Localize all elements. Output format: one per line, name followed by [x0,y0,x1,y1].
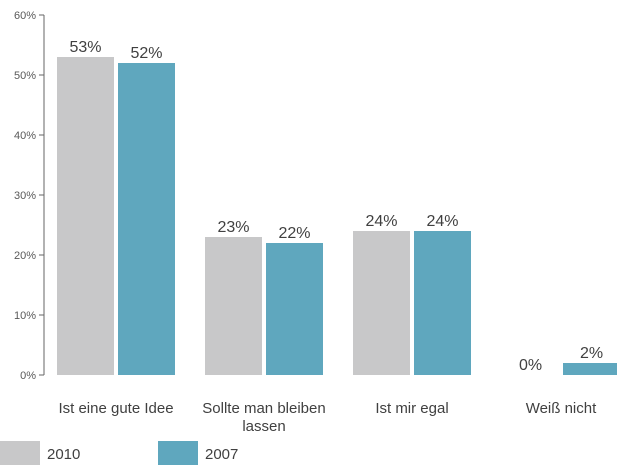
y-tick-label: 0% [20,370,36,382]
bar [563,363,617,375]
bar [118,63,175,375]
y-tick-label: 50% [14,70,36,82]
category-label: Weiß nicht [526,400,597,417]
value-labels: 53% 23% 24% 0% 52% 22% 24% 2% [69,39,603,374]
bar [353,231,410,375]
bar-value-label: 24% [365,213,397,230]
y-tick-label: 20% [14,250,36,262]
bar-value-label: 53% [69,39,101,56]
bar [57,57,114,375]
bar [205,237,262,375]
y-tick-label: 10% [14,310,36,322]
y-tick-label: 60% [14,10,36,22]
bar-value-label: 22% [278,225,310,242]
legend-label: 2007 [205,446,238,463]
y-tick-label: 30% [14,190,36,202]
bar-value-label: 52% [130,45,162,62]
category-label: Ist eine gute Idee [58,400,173,417]
category-labels: Ist eine gute Idee Sollte man bleiben lass… [58,400,597,435]
bar-value-label: 2% [580,345,603,362]
legend: 2010 2007 [0,441,238,465]
y-tick-label: 40% [14,130,36,142]
legend-swatch [0,441,40,465]
y-axis: 0% 10% 20% 30% 40% 50% 60% [14,10,45,382]
bar-value-label: 0% [519,357,542,374]
legend-swatch [158,441,198,465]
bar-value-label: 23% [217,219,249,236]
legend-label: 2010 [47,446,80,463]
bar [266,243,323,375]
category-label: Ist mir egal [375,400,448,417]
category-label: Sollte man bleiben lassen [202,400,325,435]
bars [57,57,617,375]
bar-value-label: 24% [426,213,458,230]
bar [414,231,471,375]
